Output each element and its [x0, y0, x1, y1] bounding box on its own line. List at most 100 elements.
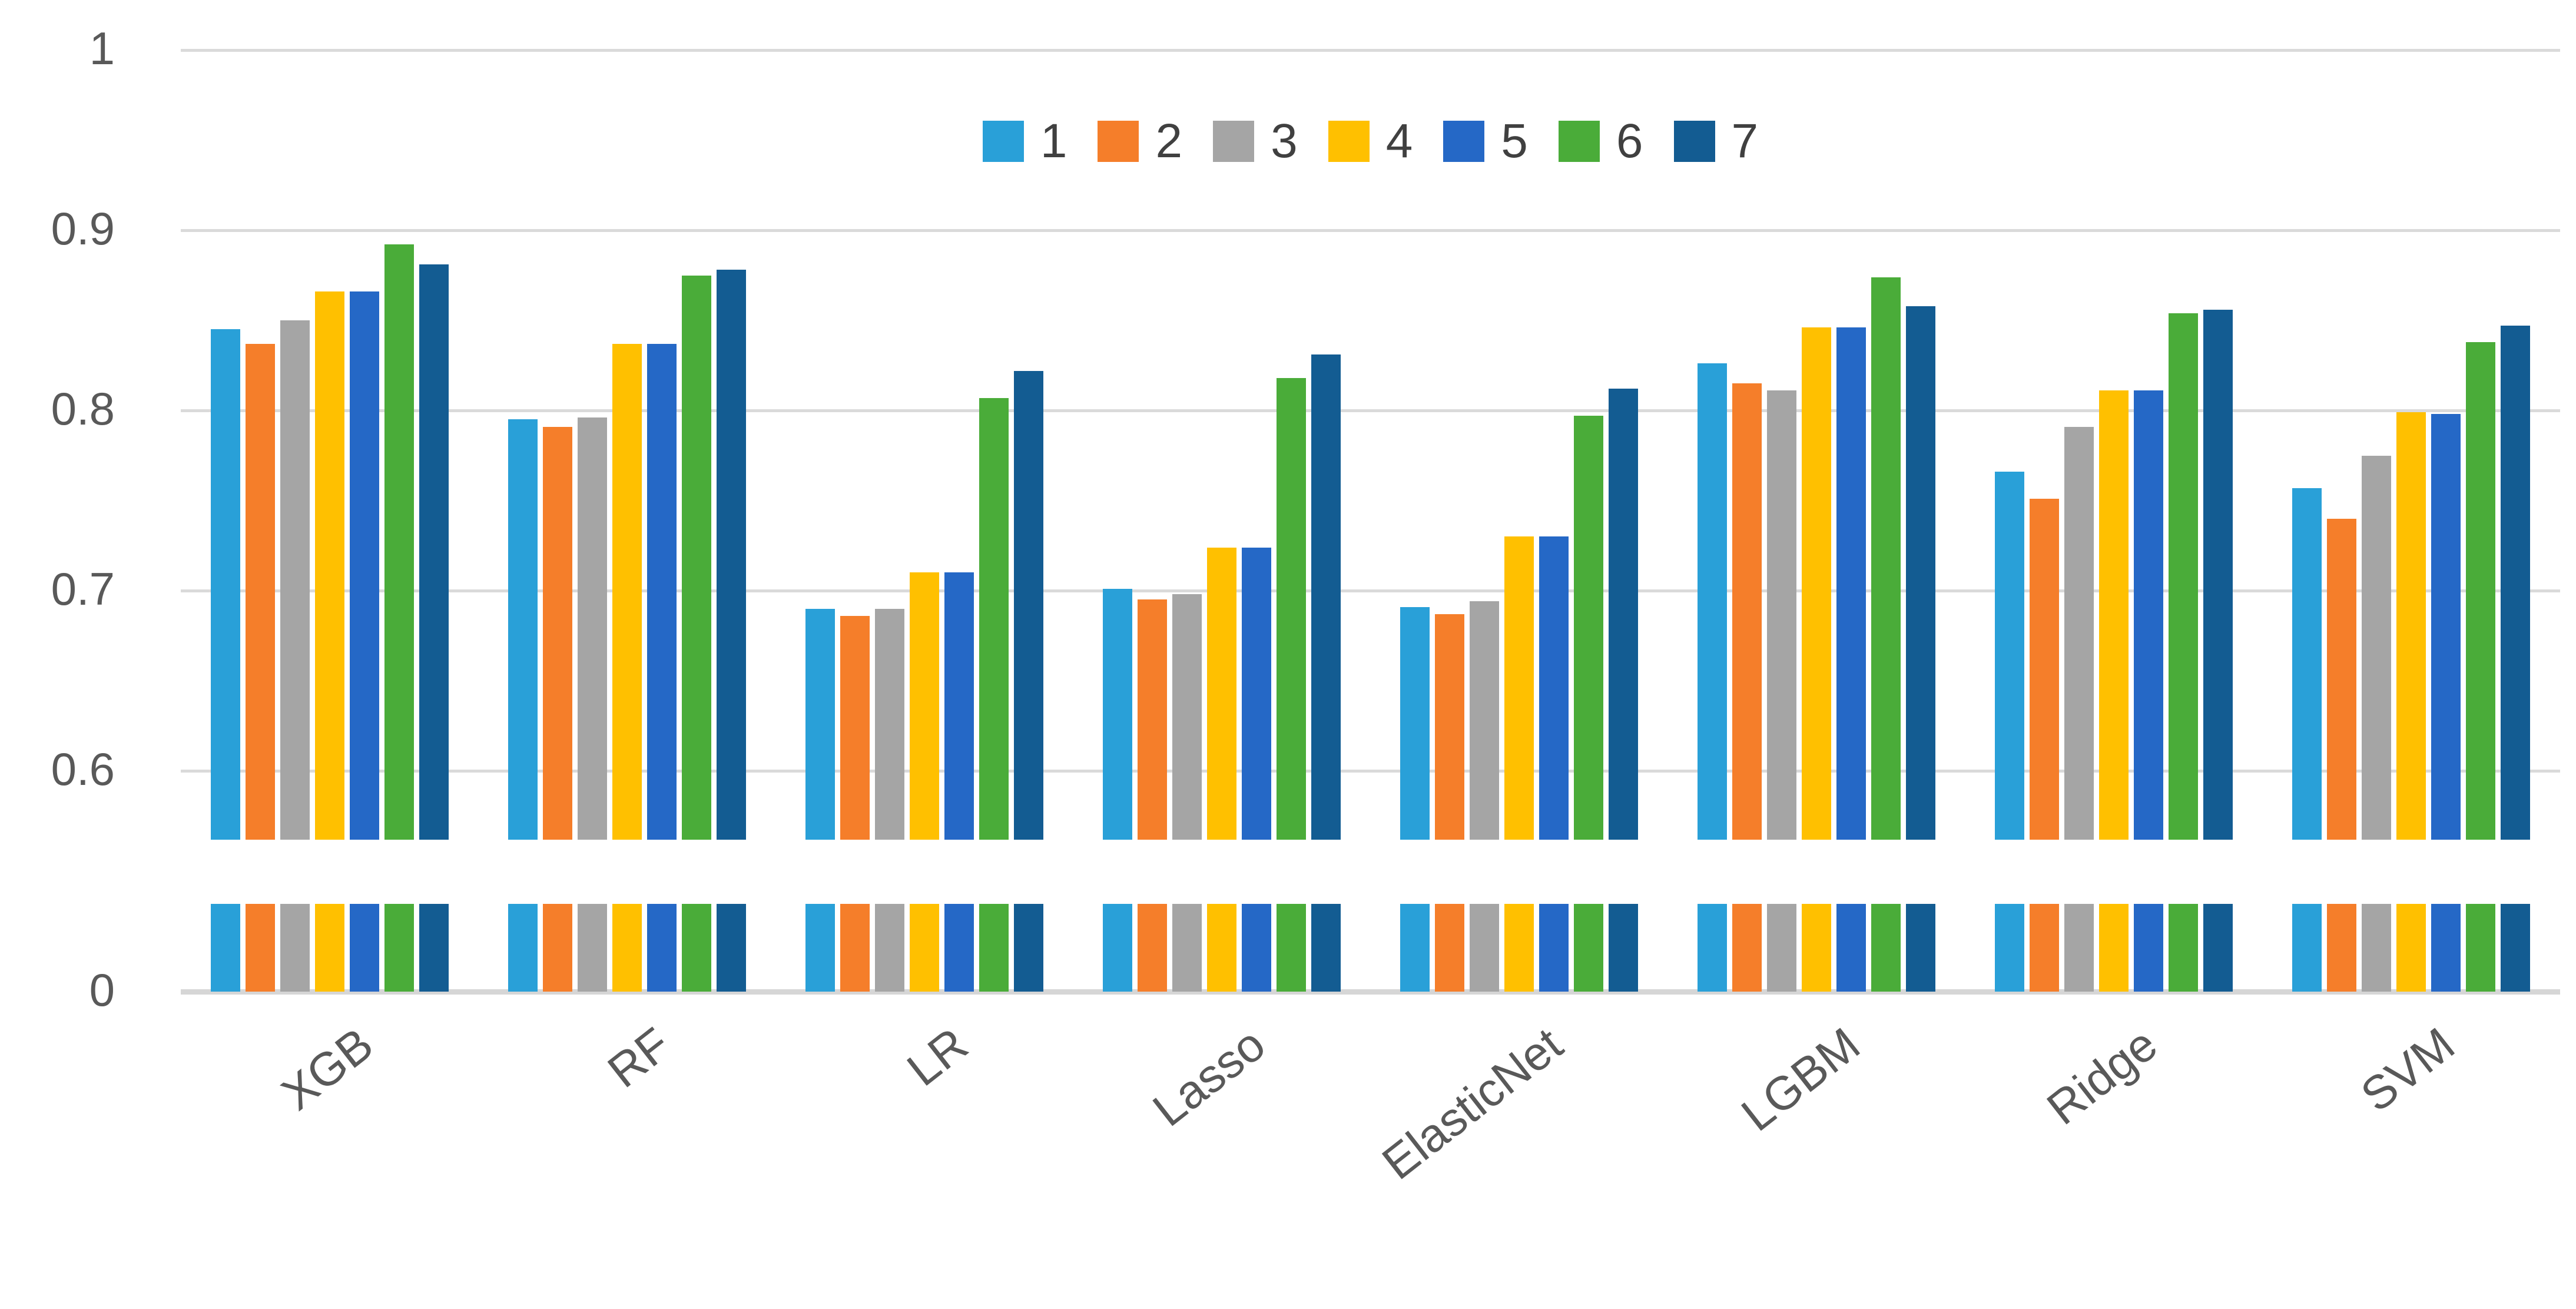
bar-stub-segment: [1241, 904, 1271, 992]
y-tick-label: 1: [89, 22, 115, 74]
bar-upper-segment: [1470, 601, 1500, 840]
bar: [577, 50, 607, 992]
bar: [716, 50, 746, 992]
bar-upper-segment: [1276, 377, 1306, 840]
bar-upper-segment: [1311, 354, 1341, 840]
bar: [979, 50, 1009, 992]
y-tick-label: 0.9: [51, 202, 115, 254]
bar-stub-segment: [2396, 904, 2426, 992]
bar-upper-segment: [1102, 588, 1132, 840]
bar-stub-segment: [1732, 904, 1762, 992]
bar: [1539, 50, 1569, 992]
legend-swatch-icon: [1098, 121, 1139, 162]
bar-group: [1668, 50, 1965, 992]
bar: [280, 50, 310, 992]
bar-upper-segment: [384, 244, 414, 840]
bar-upper-segment: [1836, 327, 1866, 840]
gridline: [181, 229, 2560, 232]
bar-stub-segment: [1802, 904, 1832, 992]
bar-upper-segment: [419, 264, 449, 840]
bar: [805, 50, 835, 992]
bar: [1137, 50, 1167, 992]
bar: [1871, 50, 1901, 992]
bar: [419, 50, 449, 992]
bar: [1574, 50, 1604, 992]
bar-group: [1073, 50, 1370, 992]
bar-upper-segment: [1698, 363, 1728, 840]
bar: [1836, 50, 1866, 992]
bar-group: [2263, 50, 2560, 992]
bar: [1767, 50, 1797, 992]
bar-upper-segment: [1013, 370, 1043, 840]
bar-stub-segment: [1995, 904, 2025, 992]
bar: [349, 50, 379, 992]
bar: [2203, 50, 2233, 992]
y-tick-label: 0.7: [51, 562, 115, 615]
bar-upper-segment: [979, 397, 1009, 840]
bar: [2064, 50, 2094, 992]
x-axis-line: [181, 989, 2560, 995]
bar-stub-segment: [314, 904, 344, 992]
bar-upper-segment: [1802, 327, 1832, 840]
bar-stub-segment: [1172, 904, 1202, 992]
legend-swatch-icon: [1213, 121, 1255, 162]
legend-item: 2: [1098, 117, 1182, 165]
bar: [1995, 50, 2025, 992]
bar-upper-segment: [2466, 342, 2496, 840]
bar-upper-segment: [2203, 309, 2233, 840]
bar-upper-segment: [1574, 416, 1604, 840]
bar-upper-segment: [647, 343, 677, 840]
y-tick-label: 0.8: [51, 382, 115, 435]
bar-stub-segment: [840, 904, 870, 992]
bar: [314, 50, 344, 992]
bar: [2030, 50, 2060, 992]
gridline: [181, 49, 2560, 52]
bar-upper-segment: [1241, 547, 1271, 840]
bar: [2099, 50, 2129, 992]
legend-label: 7: [1731, 114, 1759, 168]
bar-stub-segment: [577, 904, 607, 992]
bar-group: [1965, 50, 2263, 992]
bar: [210, 50, 240, 992]
bar-upper-segment: [681, 275, 711, 840]
bar-stub-segment: [805, 904, 835, 992]
bar: [2362, 50, 2392, 992]
legend-item: 6: [1558, 117, 1643, 165]
bar-upper-segment: [1732, 383, 1762, 840]
bar: [542, 50, 572, 992]
bar-stub-segment: [979, 904, 1009, 992]
bar: [909, 50, 939, 992]
bar-upper-segment: [909, 572, 939, 840]
legend-label: 3: [1271, 114, 1298, 168]
legend-label: 1: [1040, 114, 1067, 168]
bar-upper-segment: [874, 608, 904, 840]
bar-upper-segment: [716, 270, 746, 840]
bar-upper-segment: [2099, 390, 2129, 840]
gridline: [181, 409, 2560, 412]
bar-upper-segment: [1539, 536, 1569, 840]
gridline: [181, 770, 2560, 773]
x-category-label: LR: [897, 1018, 977, 1096]
bar-stub-segment: [874, 904, 904, 992]
bar-stub-segment: [245, 904, 275, 992]
bar-upper-segment: [2362, 455, 2392, 840]
bar: [2327, 50, 2357, 992]
bar: [508, 50, 538, 992]
bar-upper-segment: [349, 291, 379, 840]
bar-stub-segment: [1102, 904, 1132, 992]
bar-stub-segment: [1504, 904, 1534, 992]
y-tick-label: 0: [89, 963, 115, 1016]
legend-item: 5: [1443, 117, 1528, 165]
x-category-label: RF: [598, 1018, 680, 1098]
bar: [1470, 50, 1500, 992]
bar-stub-segment: [1311, 904, 1341, 992]
bar-upper-segment: [1206, 547, 1236, 840]
bar: [612, 50, 642, 992]
bar-upper-segment: [2064, 426, 2094, 840]
bar-stub-segment: [1767, 904, 1797, 992]
bar-upper-segment: [1767, 390, 1797, 840]
bar-upper-segment: [944, 572, 974, 840]
bar-upper-segment: [612, 343, 642, 840]
bar: [2466, 50, 2496, 992]
bar: [1276, 50, 1306, 992]
